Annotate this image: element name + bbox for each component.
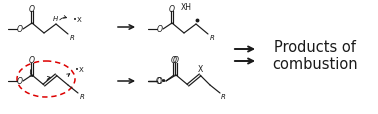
Text: R: R (220, 93, 225, 99)
Text: O: O (29, 4, 35, 13)
Text: R: R (209, 35, 214, 41)
Text: H: H (53, 16, 57, 22)
Text: O•: O• (156, 77, 166, 86)
Text: •X: •X (75, 66, 84, 72)
Text: O: O (173, 56, 179, 65)
Text: X: X (197, 65, 203, 74)
Text: R: R (79, 93, 84, 99)
Text: Products of
combustion: Products of combustion (272, 39, 358, 72)
Text: O: O (171, 56, 177, 65)
Text: O: O (17, 25, 23, 34)
Text: XH: XH (181, 3, 192, 12)
Text: O: O (157, 25, 163, 34)
Text: O•: O• (157, 77, 167, 86)
Text: O: O (17, 77, 23, 86)
Text: O: O (29, 56, 35, 65)
Text: •X: •X (73, 17, 82, 23)
Text: R: R (70, 35, 74, 41)
Text: O: O (169, 4, 175, 13)
